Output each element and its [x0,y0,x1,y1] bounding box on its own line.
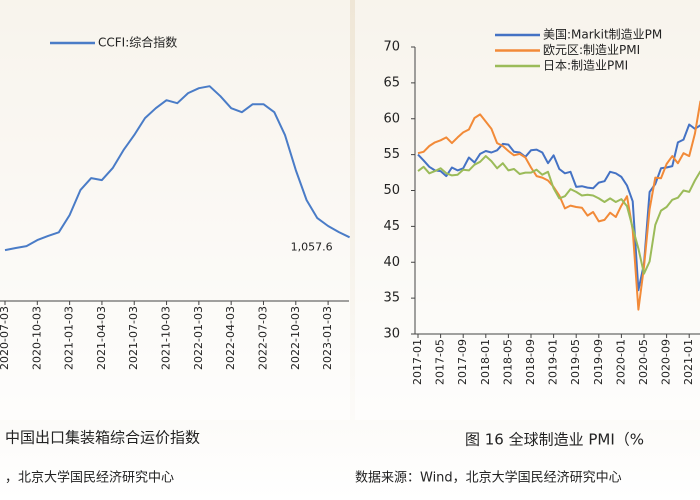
x-tick-label: 2020-09 [660,339,673,385]
x-tick-label: 2022-04-03 [224,306,237,370]
legend-label: 日本:制造业PMI [543,59,628,73]
legend-label: CCFI:综合指数 [98,35,177,50]
legend-label: 欧元区:制造业PMI [543,43,640,57]
x-tick-label: 2020-10-03 [30,306,43,370]
y-tick-label: 60 [383,111,400,126]
source: 数据来源：Wind，北京大学国民经济研究中心 [355,470,622,486]
y-tick-label: 40 [383,255,400,270]
x-tick-label: 2020-01 [614,339,627,385]
y-tick-label: 55 [383,147,400,162]
data-label: 1,057.6 [291,240,333,253]
x-tick-label: 2022-10-03 [289,306,302,370]
x-tick-label: 2019-01 [547,339,560,385]
x-tick-label: 2017-09 [456,339,469,385]
x-tick-label: 2020-07-03 [0,306,11,370]
caption: 中国出口集装箱综合运价指数 [5,429,200,447]
x-tick-label: 2023-01-03 [321,306,334,370]
y-tick-label: 50 [383,183,400,198]
x-tick-label: 2022-07-03 [256,306,269,370]
x-tick-label: 2021-07-03 [127,306,140,370]
left-panel [0,0,350,420]
series-line [4,85,351,252]
x-tick-label: 2017-05 [434,339,447,385]
x-tick-label: 2019-09 [592,339,605,385]
y-tick-label: 45 [383,219,400,234]
x-tick-label: 2017-01 [411,339,424,385]
x-tick-label: 2020-05 [637,339,650,385]
right-panel [355,0,700,420]
x-tick-label: 2021-01-03 [63,306,76,370]
x-tick-label: 2018-01 [479,339,492,385]
source: ，北京大学国民经济研究中心 [5,470,174,486]
x-tick-label: 2022-01-03 [192,306,205,370]
x-tick-label: 2021-04-03 [95,306,108,370]
caption: 图 16 全球制造业 PMI（% [465,431,644,449]
y-tick-label: 30 [383,327,400,342]
x-tick-label: 2019-05 [569,339,582,385]
x-tick-label: 2018-05 [501,339,514,385]
y-tick-label: 65 [383,75,400,90]
series-line [417,100,700,311]
x-tick-label: 2018-09 [524,339,537,385]
x-tick-label: 2021-01 [682,339,695,385]
y-tick-label: 70 [383,40,400,55]
y-tick-label: 35 [383,291,400,306]
x-tick-label: 2021-10-03 [160,306,173,370]
series-line [417,155,700,275]
legend-label: 美国:Markit制造业PM [543,28,662,42]
